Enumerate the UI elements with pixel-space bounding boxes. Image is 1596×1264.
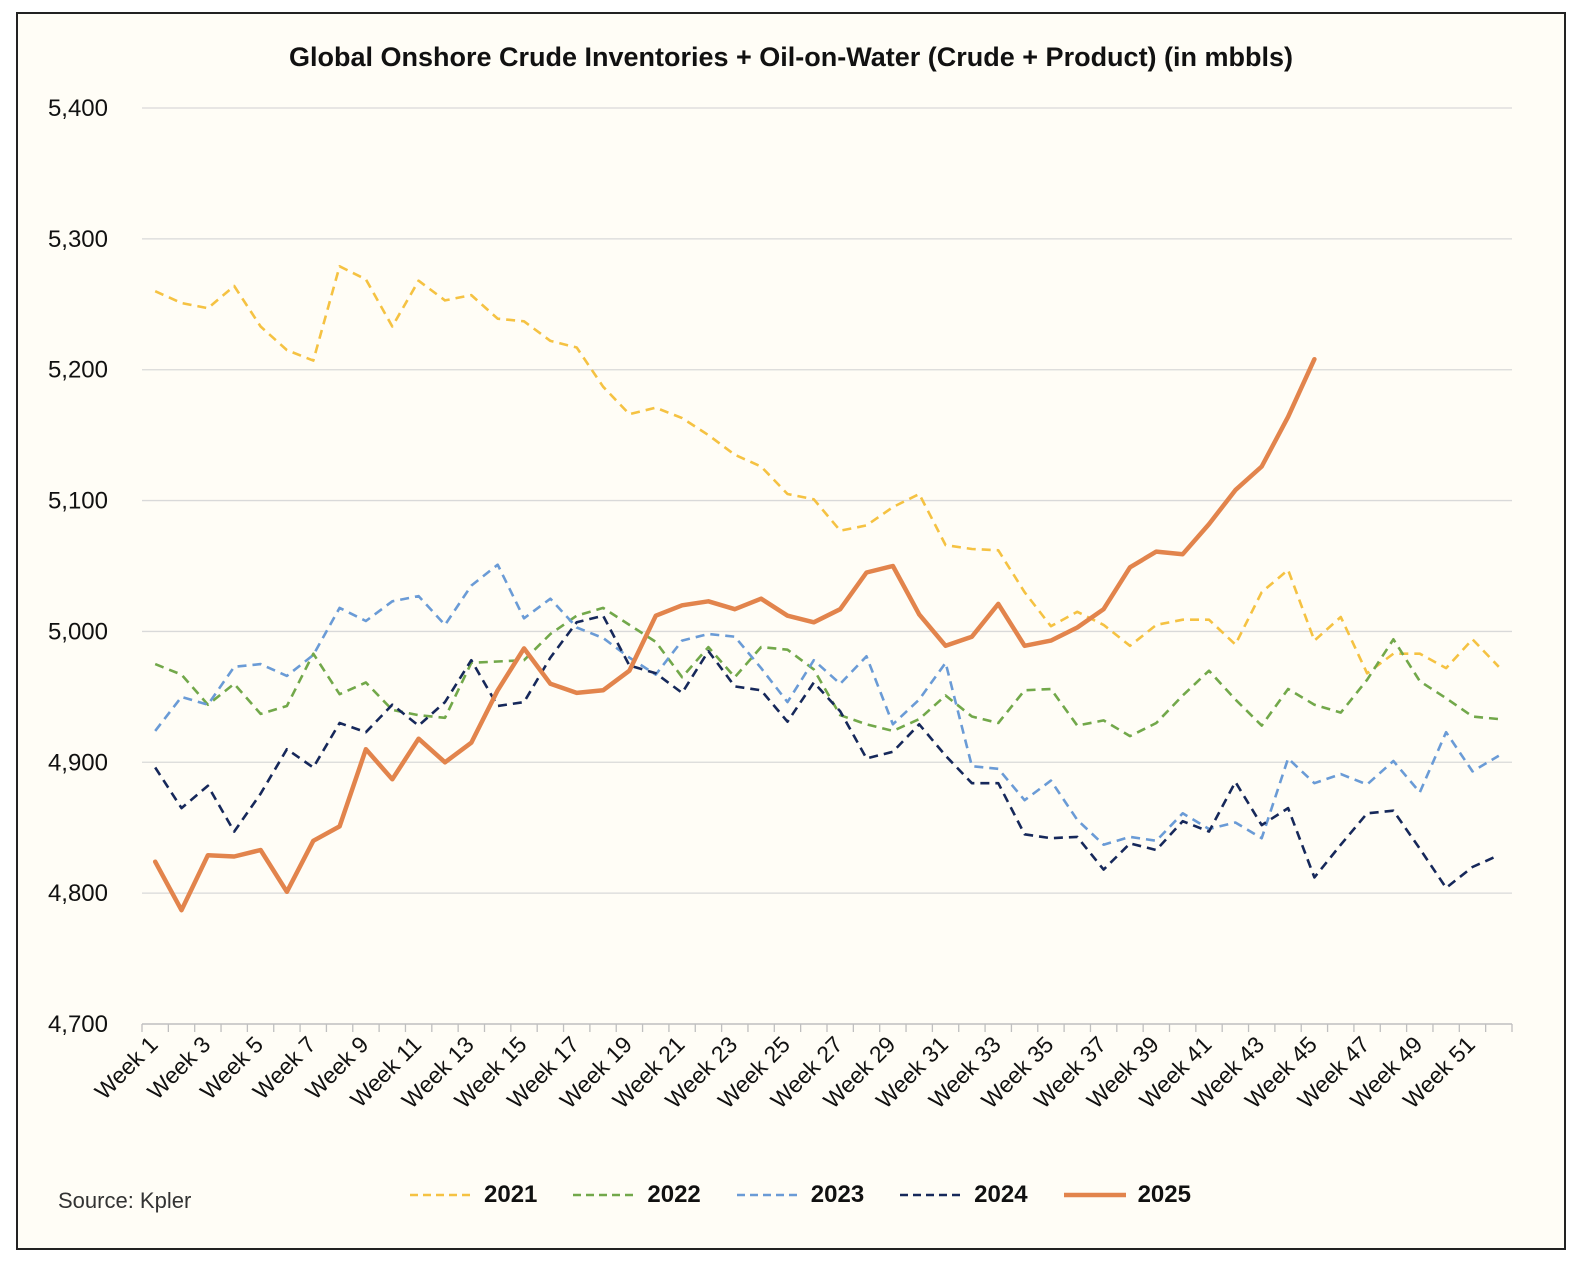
legend-label-2021: 2021 bbox=[484, 1181, 538, 1208]
series-line-2021 bbox=[154, 265, 1500, 675]
series-line-2024 bbox=[154, 614, 1500, 890]
y-tick-label: 4,700 bbox=[48, 1011, 108, 1038]
y-tick-label: 5,200 bbox=[48, 357, 108, 384]
legend-label-2025: 2025 bbox=[1137, 1181, 1191, 1208]
legend-item-2025: 2025 bbox=[1062, 1181, 1191, 1209]
chart-frame: Global Onshore Crude Inventories + Oil-o… bbox=[16, 12, 1566, 1250]
legend-swatch-2021 bbox=[410, 1193, 472, 1197]
series-line-2023 bbox=[154, 563, 1500, 847]
y-tick-label: 5,400 bbox=[48, 95, 108, 122]
y-tick-label: 5,100 bbox=[48, 488, 108, 515]
legend-swatch-2024 bbox=[900, 1193, 963, 1197]
legend-label-2024: 2024 bbox=[974, 1181, 1028, 1208]
series-line-2025 bbox=[152, 356, 1317, 913]
legend-swatch-2023 bbox=[736, 1193, 799, 1197]
legend-item-2021: 2021 bbox=[408, 1181, 537, 1209]
chart-legend: 2021 2022 2023 2024 2025 bbox=[408, 1180, 1191, 1210]
chart-plot-area: 4,700 4,800 4,900 5,000 5,100 5,200 5,300 5,400… bbox=[48, 95, 1513, 1113]
series-line-2022 bbox=[154, 606, 1499, 738]
legend-swatch-2025 bbox=[1063, 1192, 1126, 1198]
legend-label-2023: 2023 bbox=[810, 1181, 865, 1208]
legend-label-2022: 2022 bbox=[647, 1181, 701, 1208]
legend-swatch-2022 bbox=[573, 1193, 636, 1197]
legend-item-2023: 2023 bbox=[735, 1181, 864, 1209]
legend-item-2024: 2024 bbox=[898, 1181, 1028, 1209]
chart-title: Global Onshore Crude Inventories + Oil-o… bbox=[288, 42, 1294, 72]
y-tick-label: 5,000 bbox=[48, 618, 108, 645]
y-tick-label: 4,800 bbox=[48, 880, 108, 907]
y-tick-label: 4,900 bbox=[48, 749, 108, 776]
legend-item-2022: 2022 bbox=[571, 1181, 701, 1209]
source-note: Source: Kpler bbox=[58, 1188, 192, 1213]
y-tick-label: 5,300 bbox=[48, 226, 108, 253]
